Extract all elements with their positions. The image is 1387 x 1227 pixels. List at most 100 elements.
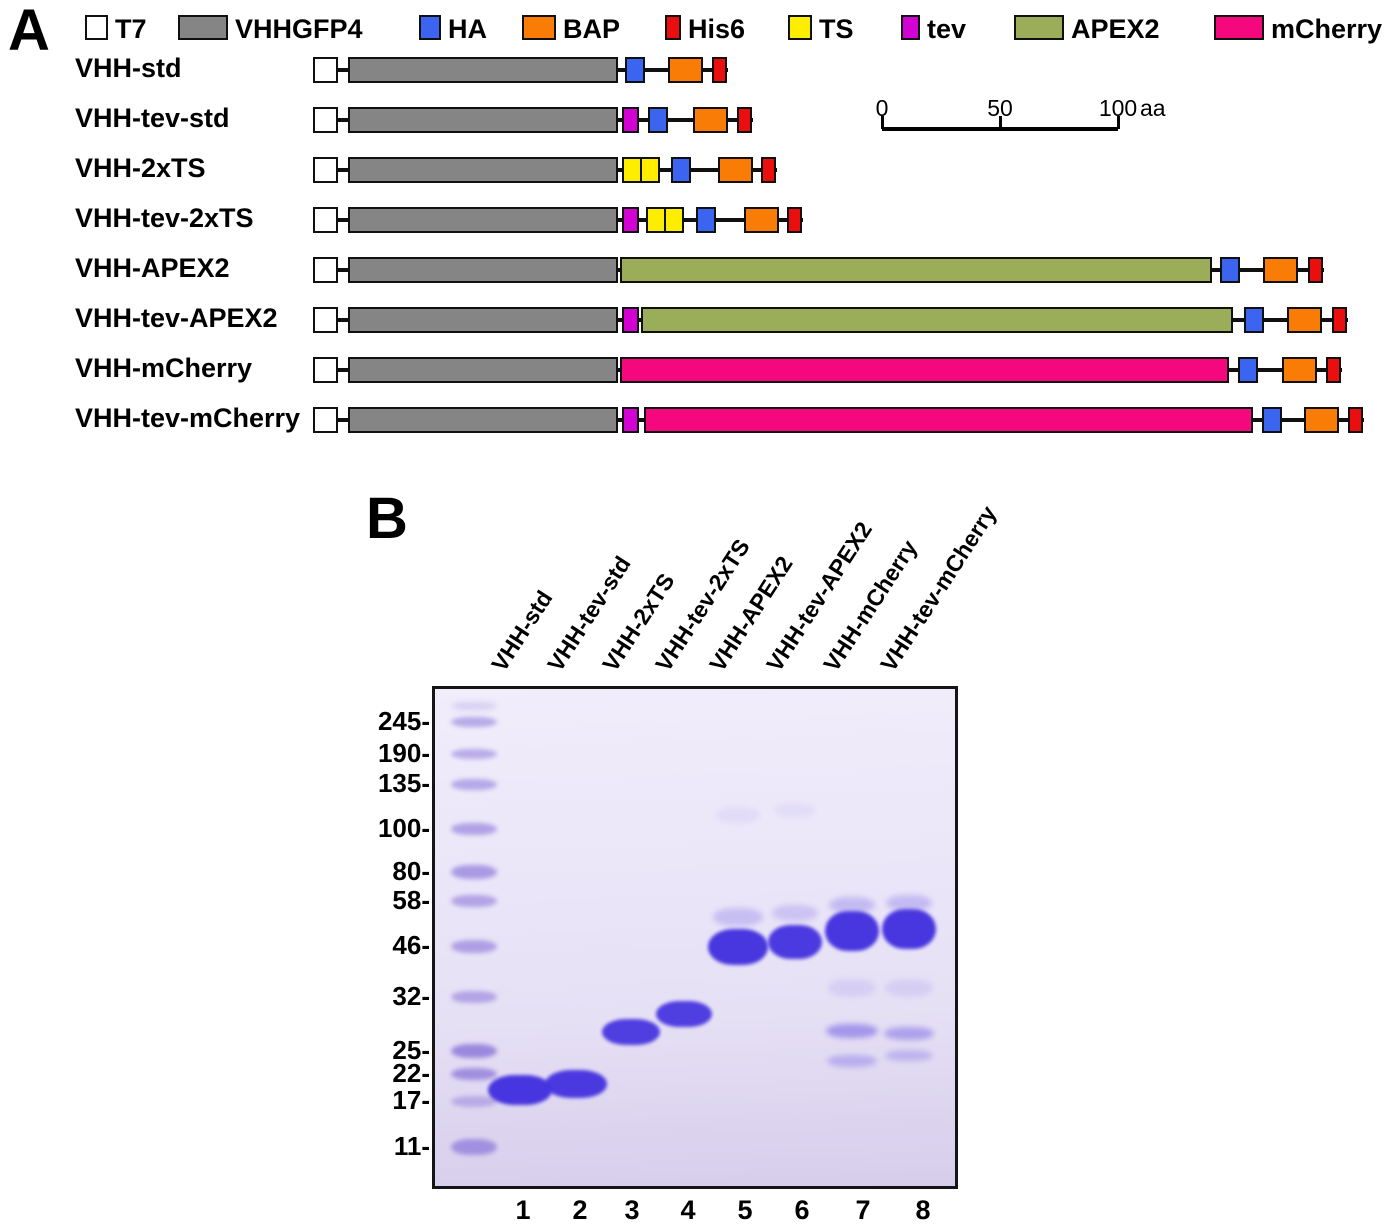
legend-label-ts: TS: [819, 14, 854, 44]
domain-box-ts: [664, 207, 684, 233]
legend-label-vhhgfp4: VHHGFP4: [235, 14, 363, 44]
domain-box-ha: [1244, 307, 1264, 333]
domain-box-mcherry: [644, 407, 1253, 433]
domain-box-ha: [625, 57, 645, 83]
construct-name: VHH-tev-std: [75, 103, 230, 133]
gel-marker-label: 80-: [392, 856, 430, 886]
gel-band: [602, 1019, 660, 1045]
gel-band: [713, 908, 763, 926]
panel-b-label: B: [366, 486, 408, 551]
legend-label-t7: T7: [115, 14, 147, 44]
domain-box-t7: [313, 307, 338, 333]
gel-lane-number: 4: [680, 1195, 696, 1225]
domain-box-ha: [1262, 407, 1282, 433]
domain-box-his6: [737, 107, 752, 133]
gel-marker-label: 22-: [392, 1058, 430, 1088]
construct-name: VHH-tev-APEX2: [75, 303, 278, 333]
gel-marker-label: 135-: [377, 768, 430, 798]
legend-swatch-bap: [522, 15, 556, 40]
domain-box-vhhgfp4: [348, 207, 618, 233]
gel-ladder-band: [451, 1139, 497, 1155]
construct-name: VHH-tev-mCherry: [75, 403, 301, 433]
domain-box-bap: [1287, 307, 1322, 333]
domain-box-ts: [646, 207, 666, 233]
domain-box-bap: [1282, 357, 1317, 383]
gel-band: [828, 979, 876, 997]
gel-ladder-band: [451, 1044, 497, 1058]
gel-ladder-band: [451, 823, 497, 835]
domain-box-t7: [313, 57, 338, 83]
gel-marker-label: 17-: [392, 1085, 430, 1115]
domain-box-t7: [313, 257, 338, 283]
legend-swatch-mcherry: [1214, 15, 1264, 40]
gel-band: [545, 1070, 607, 1098]
legend-label-his6: His6: [688, 14, 746, 44]
construct-name: VHH-2xTS: [75, 153, 206, 183]
domain-box-bap: [718, 157, 753, 183]
gel-marker-label: 245-: [377, 706, 430, 736]
domain-box-his6: [1308, 257, 1323, 283]
scalebar-tick-label: 0: [875, 95, 889, 121]
gel-band: [884, 1026, 934, 1040]
legend-label-bap: BAP: [563, 14, 621, 44]
legend-swatch-t7: [85, 15, 108, 40]
domain-box-his6: [712, 57, 727, 83]
domain-box-vhhgfp4: [348, 57, 618, 83]
gel-lane-number: 1: [515, 1195, 531, 1225]
legend-swatch-tev: [901, 15, 920, 40]
legend-swatch-apex2: [1014, 15, 1064, 40]
gel-lane-number: 5: [737, 1195, 753, 1225]
gel-marker-label: 46-: [392, 930, 430, 960]
gel-ladder-band: [451, 865, 497, 879]
panel-a-label: A: [8, 0, 50, 63]
gel-lane-number: 3: [624, 1195, 640, 1225]
legend-swatch-his6: [665, 15, 681, 40]
domain-box-bap: [744, 207, 779, 233]
domain-box-bap: [1263, 257, 1298, 283]
gel-band: [885, 979, 933, 997]
domain-box-vhhgfp4: [348, 307, 618, 333]
gel-ladder-band: [451, 1068, 497, 1080]
legend-swatch-ts: [788, 15, 812, 40]
gel-marker-label: 190-: [377, 738, 430, 768]
domain-box-his6: [1348, 407, 1363, 433]
domain-box-t7: [313, 157, 338, 183]
legend-label-apex2: APEX2: [1071, 14, 1160, 44]
construct-name: VHH-tev-2xTS: [75, 203, 254, 233]
domain-box-tev: [622, 207, 639, 233]
gel-band: [772, 905, 818, 921]
gel-ladder-band: [451, 702, 497, 710]
gel-band: [826, 1024, 878, 1038]
domain-box-t7: [313, 107, 338, 133]
gel-marker-label: 58-: [392, 885, 430, 915]
gel-marker-label: 11-: [393, 1131, 430, 1161]
domain-box-his6: [787, 207, 802, 233]
gel-band: [708, 929, 768, 965]
domain-box-tev: [622, 107, 639, 133]
construct-name: VHH-APEX2: [75, 253, 230, 283]
domain-box-apex2: [641, 307, 1233, 333]
gel-band: [886, 895, 932, 911]
domain-box-his6: [1326, 357, 1341, 383]
domain-box-bap: [1304, 407, 1339, 433]
domain-box-ts: [622, 157, 642, 183]
gel-band: [825, 911, 879, 951]
gel-marker-label: 32-: [392, 981, 430, 1011]
gel-image: [432, 686, 958, 1189]
domain-box-t7: [313, 407, 338, 433]
gel-band: [768, 925, 822, 959]
domain-box-ts: [640, 157, 660, 183]
gel-ladder-band: [451, 717, 497, 727]
domain-box-vhhgfp4: [348, 407, 618, 433]
gel-ladder-band: [451, 1095, 497, 1107]
gel-band: [885, 1049, 933, 1061]
gel-marker-label: 25-: [392, 1035, 430, 1065]
construct-name: VHH-mCherry: [75, 353, 253, 383]
domain-box-bap: [668, 57, 703, 83]
scalebar-tick: [880, 116, 884, 129]
legend-swatch-ha: [419, 15, 441, 40]
gel-band: [774, 803, 816, 817]
domain-box-tev: [622, 407, 639, 433]
gel-band: [716, 807, 760, 823]
gel-lane-number: 7: [855, 1195, 871, 1225]
